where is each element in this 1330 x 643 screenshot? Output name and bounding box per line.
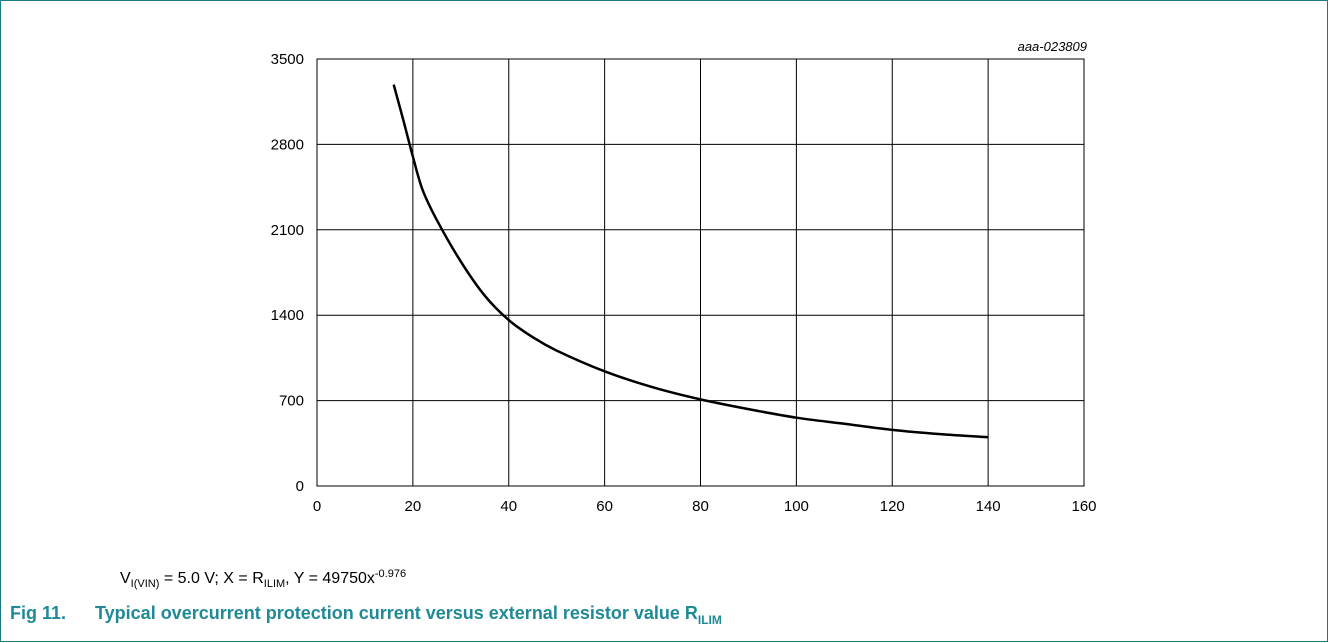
note-v-rest: = 5.0 V; X = R [159,570,264,587]
series-line [392,84,989,439]
x-tick-label: 60 [596,498,613,515]
y-tick-label: 0 [296,478,304,495]
y-tick-label: 2800 [271,136,304,153]
x-tick-label: 80 [692,498,709,515]
x-tick-label: 120 [880,498,905,515]
note-v-subscript: I(VIN) [130,578,160,590]
condition-note: VI(VIN) = 5.0 V; X = RILIM, Y = 49750x-0… [120,568,406,590]
y-tick-label: 3500 [271,51,304,68]
x-tick-label: 140 [976,498,1001,515]
note-r-subscript: ILIM [263,578,286,590]
x-tick-label: 100 [784,498,809,515]
x-tick-label: 20 [405,498,422,515]
y-tick-label: 700 [279,393,304,410]
caption-text: Typical overcurrent protection current v… [95,603,698,623]
figure-id: aaa-023809 [1018,39,1087,54]
tick-layer: 0 20 40 60 80 100 120 140 160 0 700 1400 2100 2800 350… [271,51,1097,515]
x-tick-label: 0 [313,498,321,515]
caption-number: Fig 11. [10,603,67,623]
note-equation: , Y = 49750x [285,570,375,587]
note-v-symbol: V [120,570,131,587]
y-tick-label: 2100 [271,222,304,239]
caption-subscript: ILIM [697,613,722,627]
grid-layer [316,58,1085,487]
y-tick-label: 1400 [271,307,304,324]
x-tick-label: 160 [1071,498,1096,515]
figure-caption: Fig 11. Typical overcurrent protection cu… [10,603,722,627]
series-layer [392,84,989,439]
x-tick-label: 40 [500,498,517,515]
note-exponent: -0.976 [374,568,407,580]
